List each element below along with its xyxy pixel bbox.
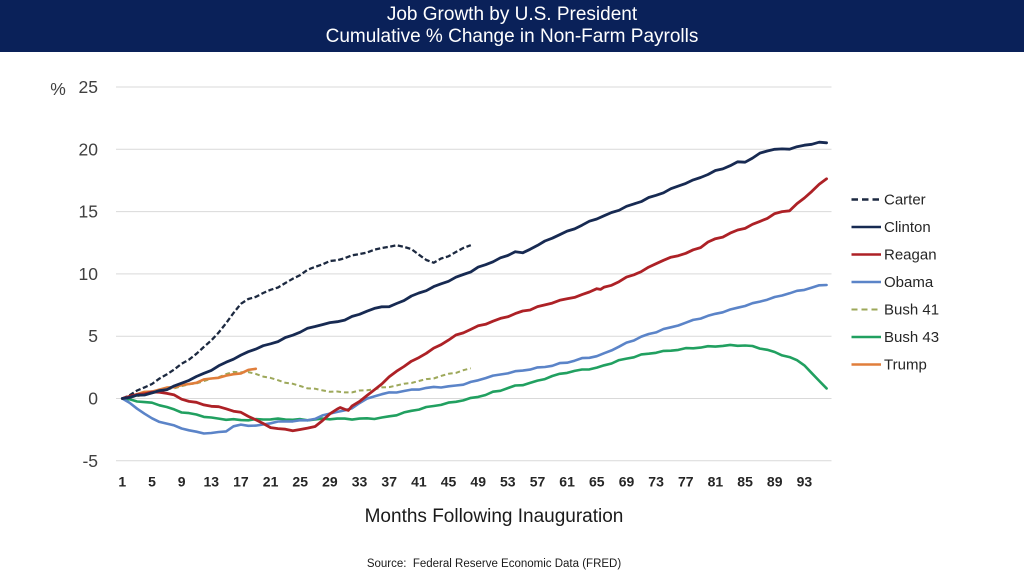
svg-text:73: 73 (648, 474, 664, 490)
svg-text:21: 21 (263, 474, 279, 490)
svg-text:20: 20 (79, 139, 99, 159)
svg-text:Months Following Inauguration: Months Following Inauguration (365, 506, 624, 527)
svg-text:65: 65 (589, 474, 605, 490)
svg-text:41: 41 (411, 474, 427, 490)
svg-text:9: 9 (178, 474, 186, 490)
svg-text:49: 49 (470, 474, 486, 490)
svg-text:33: 33 (352, 474, 368, 490)
svg-text:61: 61 (559, 474, 575, 490)
svg-text:15: 15 (79, 202, 98, 222)
svg-text:29: 29 (322, 474, 338, 490)
svg-text:25: 25 (79, 77, 98, 97)
svg-text:Source: Federal Reserve Econo: Source: Federal Reserve Economic Data (F… (367, 558, 622, 570)
svg-text:Bush 41: Bush 41 (884, 302, 939, 319)
svg-text:93: 93 (797, 474, 813, 490)
svg-text:Clinton: Clinton (884, 219, 931, 236)
svg-text:13: 13 (204, 474, 220, 490)
svg-text:57: 57 (530, 474, 546, 490)
svg-text:89: 89 (767, 474, 783, 490)
svg-text:53: 53 (500, 474, 516, 490)
svg-text:10: 10 (79, 264, 99, 284)
svg-text:Carter: Carter (884, 192, 926, 209)
svg-text:Bush 43: Bush 43 (884, 329, 939, 346)
svg-text:5: 5 (88, 326, 98, 346)
svg-text:Trump: Trump (884, 357, 927, 374)
svg-text:25: 25 (292, 474, 308, 490)
svg-text:77: 77 (678, 474, 694, 490)
svg-text:Reagan: Reagan (884, 247, 937, 264)
svg-text:17: 17 (233, 474, 249, 490)
svg-text:5: 5 (148, 474, 156, 490)
svg-text:0: 0 (88, 389, 98, 409)
svg-text:Obama: Obama (884, 274, 934, 291)
svg-text:69: 69 (619, 474, 635, 490)
svg-text:85: 85 (737, 474, 753, 490)
svg-text:%: % (50, 79, 66, 99)
svg-text:45: 45 (441, 474, 457, 490)
svg-text:81: 81 (708, 474, 724, 490)
svg-text:37: 37 (381, 474, 397, 490)
svg-text:1: 1 (118, 474, 126, 490)
svg-text:-5: -5 (82, 451, 98, 471)
